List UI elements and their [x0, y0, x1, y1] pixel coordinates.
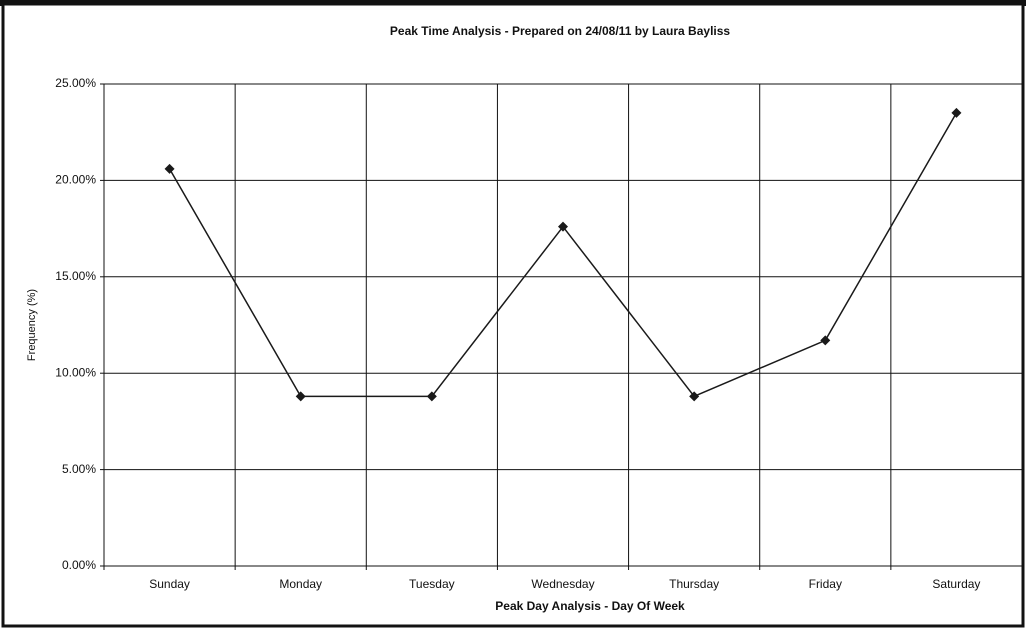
y-tick-label: 0.00% — [62, 558, 96, 572]
data-point — [295, 391, 306, 402]
x-tick-label: Wednesday — [531, 577, 594, 591]
data-point — [164, 163, 175, 174]
x-tick-label: Thursday — [669, 577, 719, 591]
x-tick-label: Saturday — [932, 577, 980, 591]
y-tick-label: 20.00% — [55, 173, 96, 187]
y-axis-title: Frequency (%) — [26, 289, 38, 361]
x-tick-label: Sunday — [149, 577, 190, 591]
x-tick-label: Tuesday — [409, 577, 455, 591]
data-point — [558, 221, 568, 232]
x-tick-label: Friday — [809, 577, 842, 591]
y-tick-label: 10.00% — [55, 365, 96, 379]
x-axis-title: Peak Day Analysis - Day Of Week — [495, 599, 685, 613]
x-tick-label: Monday — [279, 577, 322, 591]
data-point — [426, 391, 437, 402]
y-tick-label: 15.00% — [55, 269, 96, 283]
y-tick-label: 5.00% — [62, 462, 96, 476]
data-point — [689, 391, 700, 402]
y-tick-label: 25.00% — [55, 76, 96, 90]
data-point — [820, 335, 831, 346]
chart-title: Peak Time Analysis - Prepared on 24/08/1… — [390, 24, 731, 38]
data-point — [951, 107, 962, 118]
